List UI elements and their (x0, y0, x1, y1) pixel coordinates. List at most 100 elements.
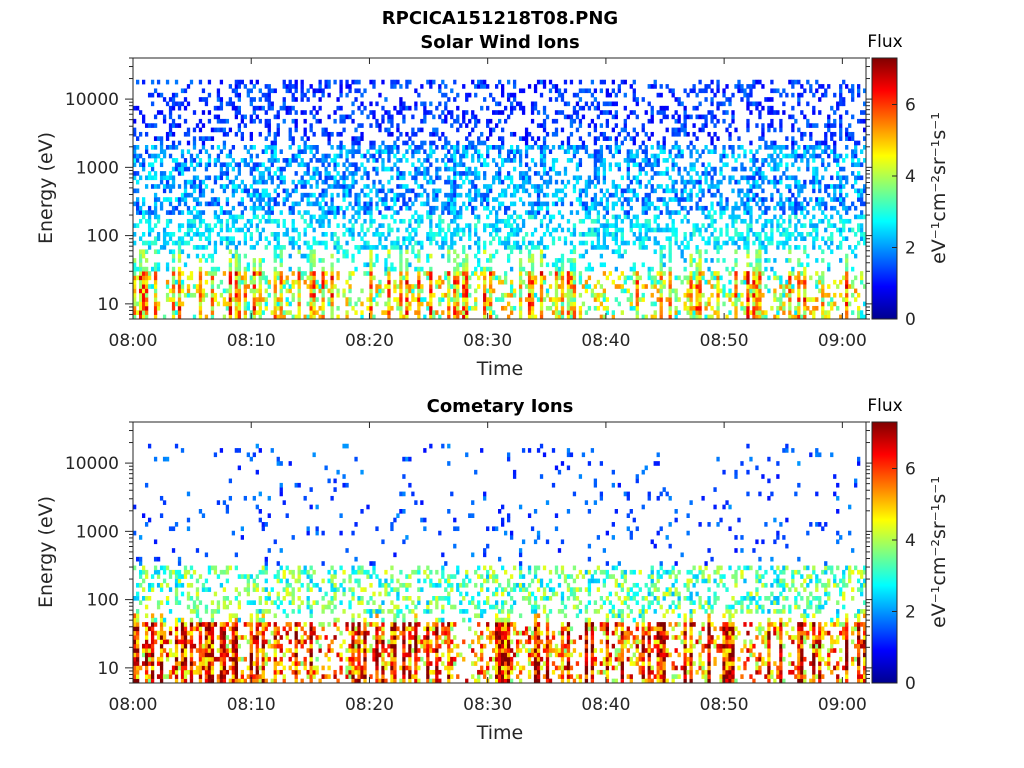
spectrogram-cell (512, 227, 517, 233)
spectrogram-cell (536, 240, 541, 246)
spectrogram-cell (590, 179, 595, 185)
spectrogram-cell (330, 236, 334, 241)
spectrogram-cell (372, 84, 376, 89)
spectrogram-cell (207, 175, 212, 181)
spectrogram-cell (426, 158, 430, 163)
spectrogram-cell (725, 266, 729, 272)
spectrogram-cell (812, 166, 816, 172)
spectrogram-cell (486, 223, 490, 228)
spectrogram-cell (569, 131, 574, 137)
spectrogram-cell (246, 92, 250, 98)
spectrogram-cell (135, 105, 140, 111)
spectrogram-cell (429, 145, 433, 150)
spectrogram-cell (243, 288, 247, 294)
spectrogram-cell (375, 118, 379, 124)
spectrogram-cell (755, 284, 759, 289)
spectrogram-cell (195, 227, 200, 233)
spectrogram-cell (737, 88, 741, 94)
spectrogram-cell (575, 114, 580, 120)
spectrogram-cell (587, 131, 592, 137)
spectrogram-cell (572, 232, 577, 237)
spectrogram-cell (620, 253, 624, 259)
spectrogram-cell (671, 197, 675, 202)
spectrogram-cell (521, 218, 526, 224)
spectrogram-cell (333, 110, 337, 115)
spectrogram-cell (141, 292, 146, 298)
spectrogram-cell (617, 162, 621, 168)
spectrogram-cell (743, 92, 747, 98)
spectrogram-cell (710, 284, 714, 289)
spectrogram-cell (216, 145, 221, 150)
spectrogram-cell (791, 205, 795, 211)
spectrogram-cell (240, 214, 244, 220)
spectrogram-cell (165, 79, 170, 85)
spectrogram-cell (444, 275, 448, 281)
spectrogram-cell (641, 205, 645, 211)
spectrogram-cell (593, 201, 598, 207)
spectrogram-cell (411, 284, 415, 289)
spectrogram-cell (498, 240, 502, 246)
spectrogram-cell (530, 136, 535, 141)
spectrogram-cell (764, 249, 768, 255)
spectrogram-cell (477, 118, 481, 124)
spectrogram-cell (447, 249, 451, 255)
spectrogram-cell (758, 145, 762, 150)
spectrogram-cell (554, 314, 559, 320)
spectrogram-cell (701, 188, 705, 194)
spectrogram-cell (498, 149, 502, 154)
spectrogram-cell (133, 258, 137, 263)
spectrogram-cell (501, 201, 505, 207)
spectrogram-cell (644, 201, 648, 207)
spectrogram-cell (632, 92, 636, 98)
spectrogram-cell (444, 145, 448, 150)
spectrogram-cell (288, 136, 292, 141)
spectrogram-cell (426, 210, 430, 215)
spectrogram-cell (453, 149, 457, 154)
spectrogram-cell (432, 310, 436, 315)
spectrogram-cell (321, 301, 325, 307)
spectrogram-cell (506, 232, 511, 237)
spectrogram-cell (719, 101, 723, 107)
spectrogram-cell (578, 145, 583, 150)
spectrogram-cell (501, 158, 505, 163)
spectrogram-cell (429, 101, 433, 107)
spectrogram-cell (153, 301, 158, 307)
spectrogram-cell (237, 166, 241, 172)
spectrogram-cell (498, 171, 502, 176)
spectrogram-cell (734, 297, 738, 302)
spectrogram-cell (815, 171, 819, 176)
spectrogram-cell (438, 279, 442, 285)
spectrogram-cell (399, 205, 403, 211)
spectrogram-cell (521, 105, 526, 111)
spectrogram-cell (527, 179, 532, 185)
spectrogram-cell (312, 305, 316, 311)
spectrogram-cell (342, 253, 346, 259)
spectrogram-cell (653, 227, 657, 233)
spectrogram-cell (198, 136, 203, 141)
spectrogram-cell (755, 179, 759, 185)
spectrogram-cell (518, 284, 523, 289)
spectrogram-cell (369, 292, 373, 298)
spectrogram-cell (593, 245, 598, 250)
spectrogram-cell (339, 118, 343, 124)
spectrogram-cell (489, 240, 493, 246)
spectrogram-cell (752, 284, 756, 289)
spectrogram-cell (237, 279, 241, 285)
spectrogram-cell (752, 79, 756, 85)
spectrogram-cell (210, 275, 215, 281)
spectrogram-cell (381, 214, 385, 220)
spectrogram-cell (509, 266, 514, 272)
spectrogram-cell (309, 271, 313, 276)
spectrogram-cell (740, 305, 744, 311)
spectrogram-cell (345, 188, 349, 194)
spectrogram-cell (749, 210, 753, 215)
spectrogram-cell (713, 240, 717, 246)
spectrogram-cell (752, 179, 756, 185)
spectrogram-cell (662, 245, 666, 250)
spectrogram-cell (354, 88, 358, 94)
spectrogram-cell (243, 223, 247, 228)
spectrogram-cell (560, 188, 565, 194)
spectrogram-cell (725, 201, 729, 207)
spectrogram-cell (524, 179, 529, 185)
spectrogram-cell (249, 153, 253, 159)
